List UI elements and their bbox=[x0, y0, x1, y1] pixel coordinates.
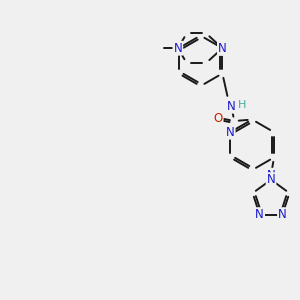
Text: O: O bbox=[213, 112, 223, 124]
Text: N: N bbox=[218, 42, 227, 55]
Text: N: N bbox=[226, 126, 235, 139]
Text: H: H bbox=[238, 100, 246, 110]
Text: N: N bbox=[218, 42, 227, 55]
Text: N: N bbox=[278, 208, 287, 221]
Text: N: N bbox=[227, 100, 236, 113]
Text: N: N bbox=[267, 173, 275, 186]
Text: N: N bbox=[267, 169, 275, 182]
Text: N: N bbox=[173, 42, 182, 55]
Text: N: N bbox=[255, 208, 264, 221]
